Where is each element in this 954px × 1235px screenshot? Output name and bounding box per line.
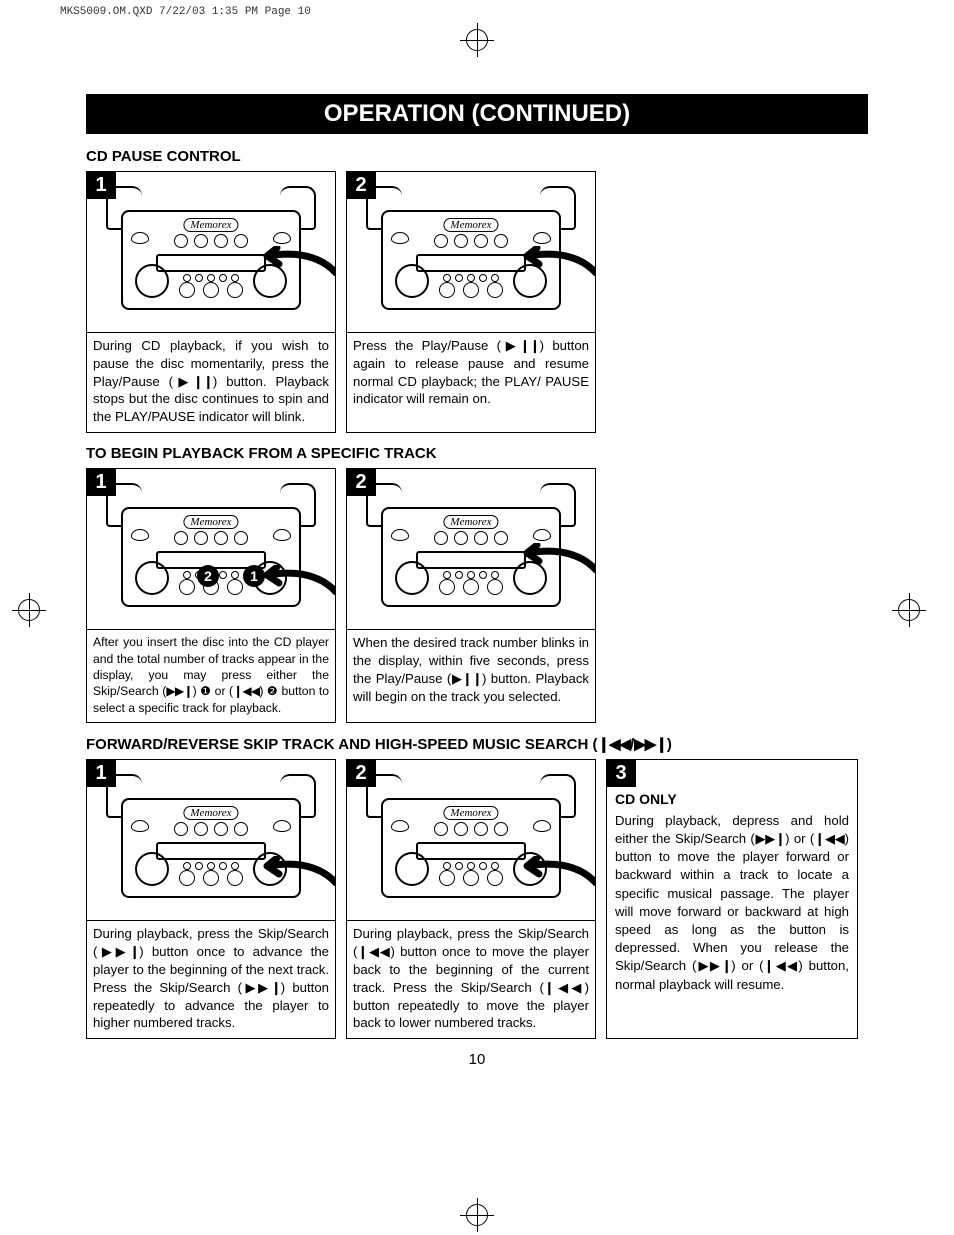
page-title: OPERATION (CONTINUED)	[86, 94, 868, 134]
panel-c2: 2 Memorex	[346, 759, 596, 1039]
panel-b1: 1 Memorex 21	[86, 468, 336, 723]
panel-c2-text: During playback, press the Skip/Search (…	[347, 920, 595, 1038]
panel-c3-heading: CD ONLY	[615, 790, 849, 809]
section-a-row: 1 Memorex	[86, 171, 868, 433]
panel-c1-text: During playback, press the Skip/Search (…	[87, 920, 335, 1038]
crop-mark-bottom	[0, 1195, 954, 1235]
brand-label: Memorex	[443, 515, 498, 529]
skip-fwd-icon: ▶▶❙	[696, 958, 731, 973]
device-illustration: Memorex	[87, 760, 335, 920]
panel-b2-text: When the desired track number blinks in …	[347, 629, 595, 711]
device-illustration: Memorex	[87, 172, 335, 332]
panel-c3-text: CD ONLY During playback, depress and hol…	[607, 760, 857, 1002]
device-illustration: Memorex	[347, 760, 595, 920]
play-pause-icon: ▶❙❙	[173, 374, 213, 389]
panel-b2: 2 Memorex	[346, 468, 596, 723]
step-number: 1	[86, 759, 116, 787]
section-a-title: CD PAUSE CONTROL	[86, 148, 868, 165]
circled-2-icon: ❷	[267, 684, 278, 698]
skip-fwd-icon: ▶▶❙	[755, 831, 785, 846]
panel-b1-text: After you insert the disc into the CD pl…	[87, 629, 335, 722]
device-illustration: Memorex	[347, 172, 595, 332]
section-c-row: 1 Memorex	[86, 759, 868, 1039]
skip-back-icon: ❙◀◀	[233, 684, 259, 698]
skip-fwd-icon: ▶▶❙	[166, 684, 192, 698]
brand-label: Memorex	[443, 218, 498, 232]
page-number: 10	[86, 1051, 868, 1068]
panel-a1-text: During CD playback, if you wish to pause…	[87, 332, 335, 432]
brand-label: Memorex	[183, 218, 238, 232]
panel-a1: 1 Memorex	[86, 171, 336, 433]
skip-fwd-icon: ▶▶❙	[634, 736, 667, 753]
content: OPERATION (CONTINUED) CD PAUSE CONTROL 1…	[0, 24, 954, 1068]
callout-numbers: 21	[197, 565, 265, 587]
step-number: 2	[346, 171, 376, 199]
step-number: 3	[606, 759, 636, 787]
crop-mark-left	[12, 593, 62, 643]
play-pause-icon: ▶❙❙	[501, 338, 540, 353]
skip-fwd-icon: ▶▶❙	[97, 944, 139, 959]
device-illustration: Memorex	[347, 469, 595, 629]
step-number: 1	[86, 468, 116, 496]
panel-a2: 2 Memorex	[346, 171, 596, 433]
panel-c1: 1 Memorex	[86, 759, 336, 1039]
step-number: 2	[346, 468, 376, 496]
step-number: 1	[86, 171, 116, 199]
crop-mark-right	[892, 593, 942, 643]
brand-label: Memorex	[443, 806, 498, 820]
skip-back-icon: ❙◀◀	[544, 980, 585, 995]
panel-c3: 3 CD ONLY During playback, depress and h…	[606, 759, 858, 1039]
skip-back-icon: ❙◀◀	[763, 958, 798, 973]
page: MKS5009.OM.QXD 7/22/03 1:35 PM Page 10 O…	[0, 0, 954, 1235]
section-b-row: 1 Memorex 21	[86, 468, 868, 723]
play-pause-icon: ▶❙❙	[451, 671, 482, 686]
panel-a2-text: Press the Play/Pause (▶❙❙) button again …	[347, 332, 595, 414]
skip-back-icon: ❙◀◀	[814, 831, 844, 846]
skip-back-icon: ❙◀◀	[597, 736, 630, 753]
skip-back-icon: ❙◀◀	[357, 944, 390, 959]
circled-1-icon: ❶	[200, 684, 211, 698]
brand-label: Memorex	[183, 515, 238, 529]
section-c-title: FORWARD/REVERSE SKIP TRACK AND HIGH-SPEE…	[86, 735, 868, 753]
device-illustration: Memorex 21	[87, 469, 335, 629]
skip-fwd-icon: ▶▶❙	[242, 980, 281, 995]
crop-mark-top	[0, 20, 954, 60]
brand-label: Memorex	[183, 806, 238, 820]
step-number: 2	[346, 759, 376, 787]
section-b-title: TO BEGIN PLAYBACK FROM A SPECIFIC TRACK	[86, 445, 868, 462]
